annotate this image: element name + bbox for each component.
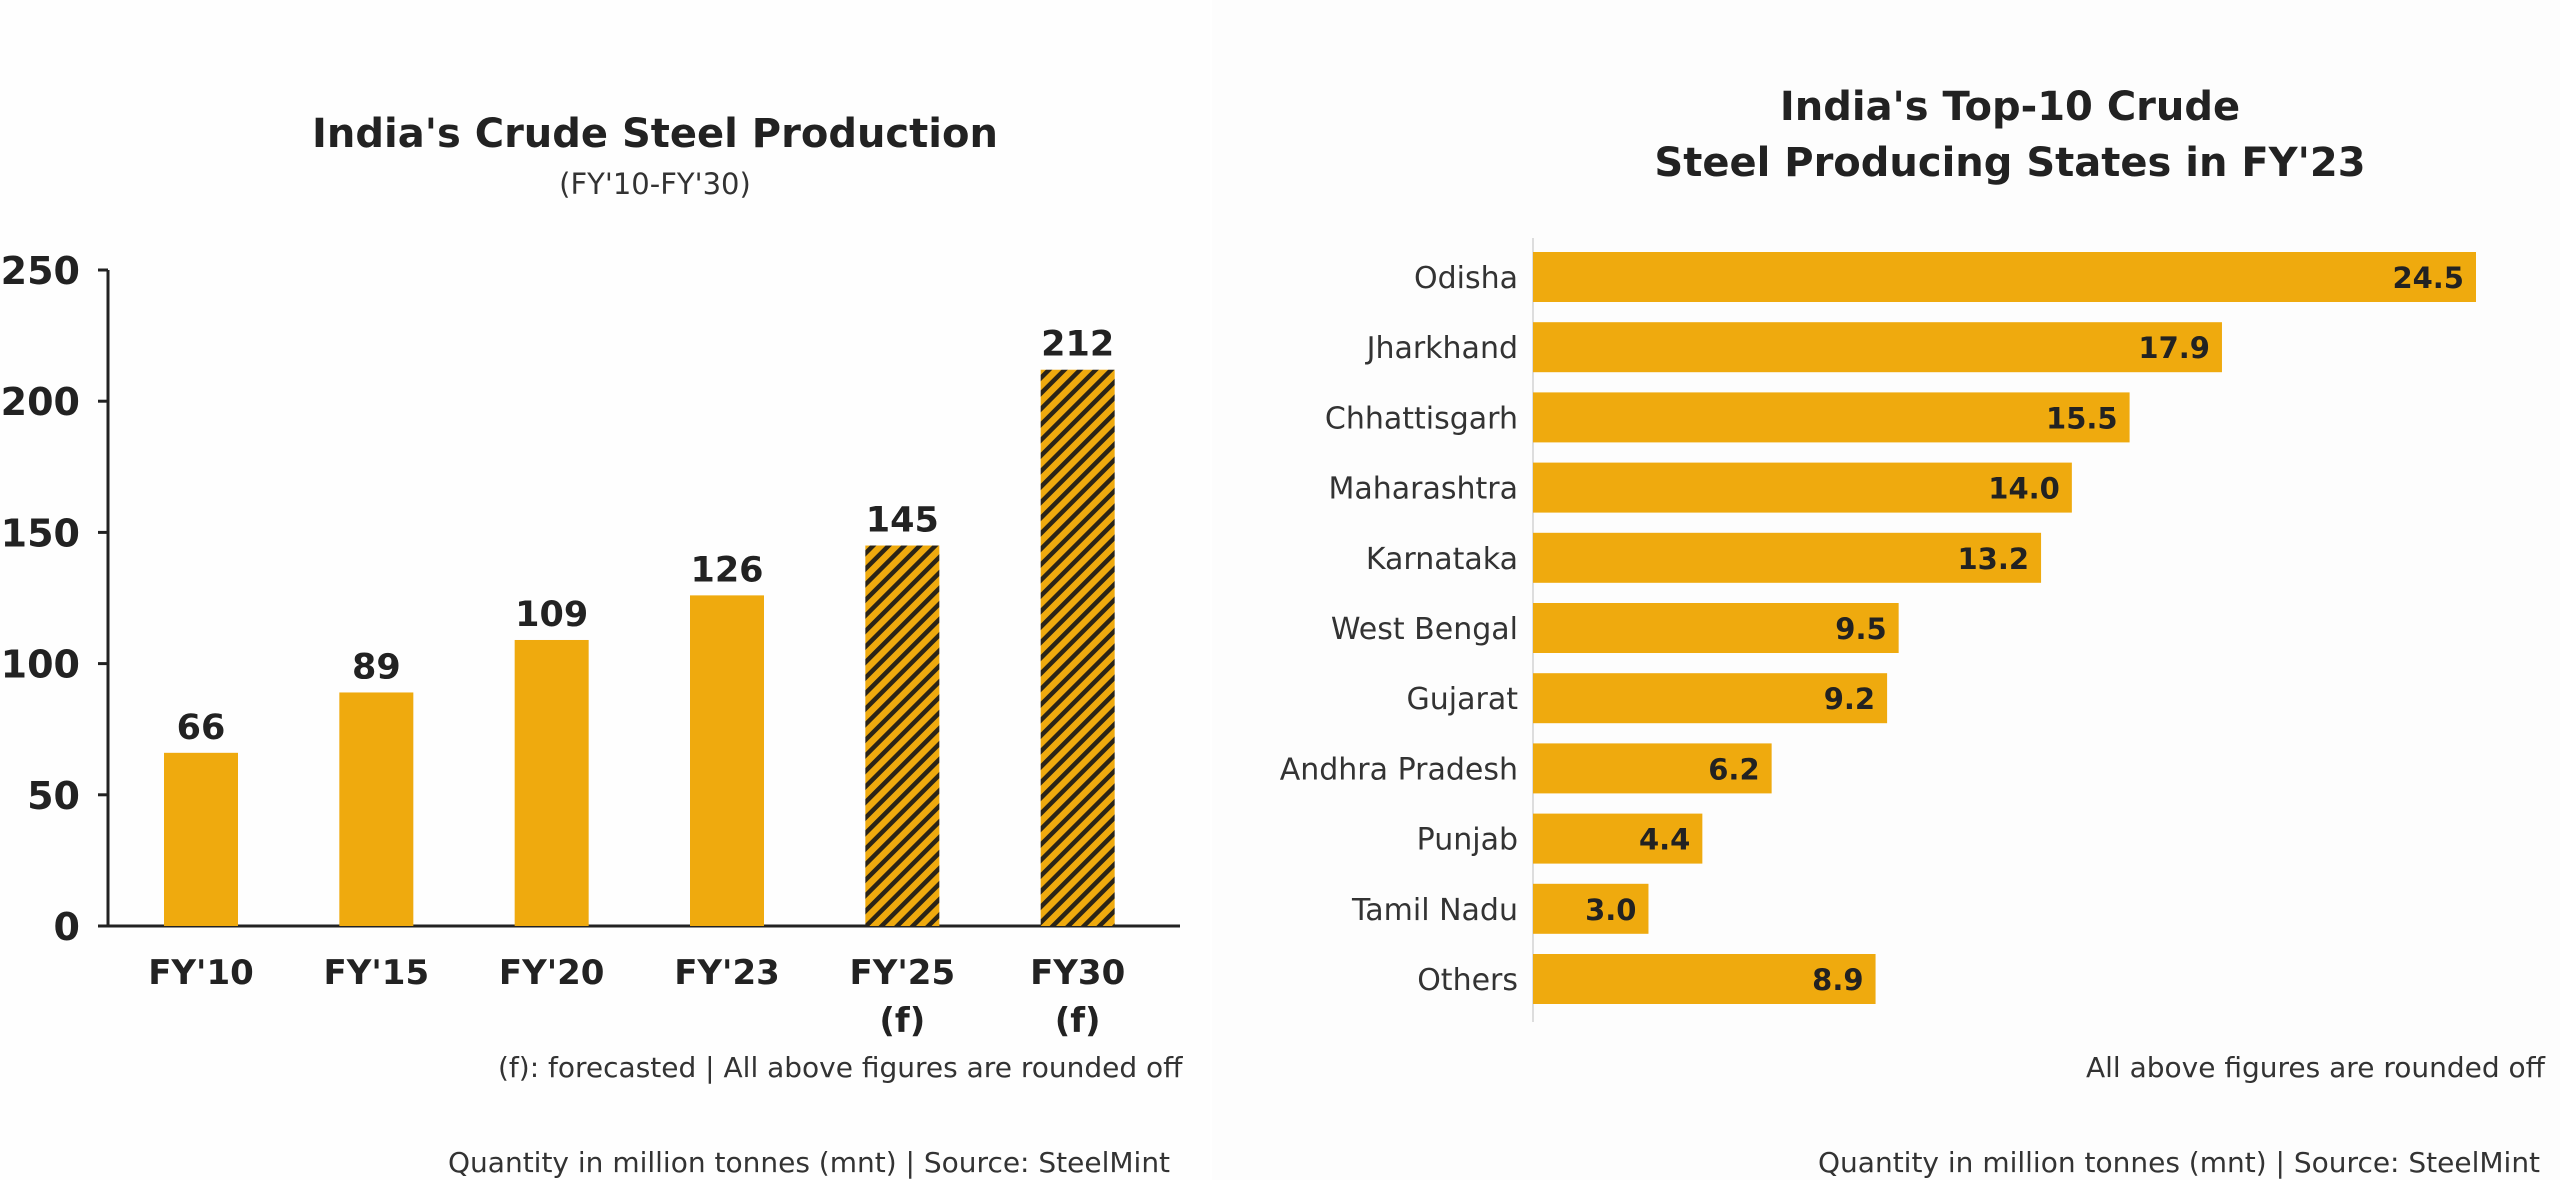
bar-value-label: 89 bbox=[352, 647, 401, 687]
bar-value-label: 212 bbox=[1041, 325, 1114, 365]
forecast-bar bbox=[865, 545, 940, 926]
state-value-label: 8.9 bbox=[1812, 963, 1863, 997]
states-bar-chart: Odisha 24.5 Jharkhand 17.9 Chhattisgarh 15.5 M… bbox=[1280, 238, 2476, 1022]
state-bar bbox=[1533, 813, 1703, 864]
bar-value-label: 126 bbox=[690, 550, 763, 590]
production-bar-chart: 0 50 100 150 200 250 66 FY'10 89 FY'15 109 FY'20 126… bbox=[1, 249, 1180, 1041]
state-label: Punjab bbox=[1417, 823, 1518, 858]
y-tick-label: 200 bbox=[1, 380, 80, 424]
state-bar bbox=[1533, 322, 2222, 373]
state-value-label: 9.5 bbox=[1835, 612, 1886, 646]
state-bar bbox=[1533, 673, 1888, 724]
x-category-label: FY'20 bbox=[499, 953, 605, 993]
right-footnote: All above figures are rounded off bbox=[2086, 1051, 2545, 1084]
state-value-label: 3.0 bbox=[1585, 893, 1636, 927]
production-bar bbox=[339, 692, 414, 926]
forecast-bar bbox=[1040, 369, 1115, 926]
left-source-note: Quantity in million tonnes (mnt) | Sourc… bbox=[448, 1146, 1171, 1179]
right-source-note: Quantity in million tonnes (mnt) | Sourc… bbox=[1818, 1146, 2541, 1179]
state-value-label: 15.5 bbox=[2046, 401, 2118, 435]
left-chart-title: India's Crude Steel Production bbox=[312, 111, 998, 157]
state-label: Karnataka bbox=[1366, 542, 1518, 577]
state-label: Chhattisgarh bbox=[1325, 401, 1518, 436]
production-bar bbox=[514, 639, 589, 926]
x-category-label: FY'15 bbox=[324, 953, 430, 993]
left-footnote: (f): forecasted | All above figures are … bbox=[498, 1051, 1183, 1084]
state-label: Odisha bbox=[1414, 261, 1518, 296]
bar-value-label: 109 bbox=[515, 595, 588, 635]
state-bar bbox=[1533, 462, 2072, 513]
state-value-label: 13.2 bbox=[1958, 542, 2030, 576]
x-category-label: FY'23 bbox=[674, 953, 780, 993]
x-category-label: FY30 (f) bbox=[1030, 953, 1125, 1041]
state-value-label: 4.4 bbox=[1639, 823, 1690, 857]
y-tick-label: 0 bbox=[54, 905, 80, 949]
state-bar bbox=[1533, 252, 2476, 302]
bar-value-label: 145 bbox=[866, 501, 939, 541]
state-label: Andhra Pradesh bbox=[1280, 752, 1518, 787]
state-bar bbox=[1533, 883, 1649, 934]
state-bar bbox=[1533, 954, 1876, 1004]
state-label: Others bbox=[1417, 963, 1518, 998]
y-tick-label: 250 bbox=[1, 249, 80, 293]
state-bar bbox=[1533, 603, 1899, 653]
x-category-label: FY'10 bbox=[148, 953, 254, 993]
y-tick-label: 50 bbox=[27, 774, 80, 818]
state-value-label: 6.2 bbox=[1708, 752, 1759, 786]
production-bar bbox=[164, 752, 238, 926]
y-tick-label: 150 bbox=[1, 511, 80, 555]
state-bar bbox=[1533, 743, 1772, 794]
state-label: Tamil Nadu bbox=[1351, 893, 1518, 928]
y-tick-label: 100 bbox=[1, 643, 80, 687]
bar-value-label: 66 bbox=[177, 708, 226, 748]
state-bar bbox=[1533, 392, 2130, 443]
state-label: Gujarat bbox=[1407, 682, 1519, 717]
state-value-label: 24.5 bbox=[2392, 261, 2464, 295]
left-panel-background bbox=[0, 0, 1210, 1180]
right-chart-title-line1: India's Top-10 Crude bbox=[1779, 84, 2241, 130]
state-bar bbox=[1533, 532, 2042, 583]
state-label: West Bengal bbox=[1331, 612, 1518, 647]
state-label: Maharashtra bbox=[1328, 472, 1518, 507]
left-chart-subtitle: (FY'10-FY'30) bbox=[559, 167, 751, 201]
x-category-label: FY'25 (f) bbox=[850, 953, 956, 1041]
right-chart-title-line2: Steel Producing States in FY'23 bbox=[1654, 140, 2366, 186]
state-label: Jharkhand bbox=[1365, 331, 1518, 366]
right-panel-background bbox=[1212, 0, 2560, 1180]
state-value-label: 14.0 bbox=[1988, 472, 2060, 506]
state-value-label: 9.2 bbox=[1824, 682, 1875, 716]
production-bar bbox=[690, 595, 764, 926]
state-value-label: 17.9 bbox=[2138, 331, 2210, 365]
